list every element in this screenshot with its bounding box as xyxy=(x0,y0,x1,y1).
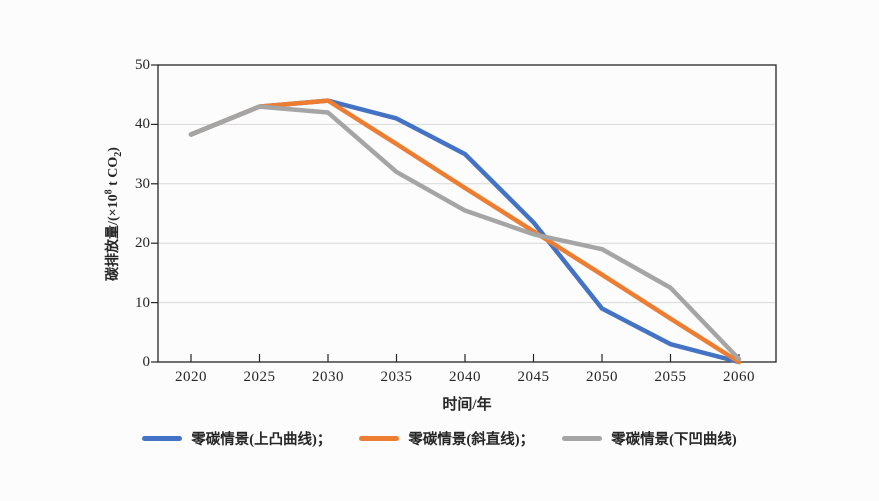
series-line-0 xyxy=(188,98,742,365)
series-line-2 xyxy=(188,104,742,362)
legend-label: 零碳情景(上凸曲线)； xyxy=(191,432,332,448)
x-tick-label: 2045 xyxy=(517,369,550,385)
y-tick-label: 0 xyxy=(142,354,151,370)
x-tick-label: 2035 xyxy=(380,369,413,385)
y-tick-label: 40 xyxy=(135,116,150,133)
y-axis-label-text: 碳排放量/(×10 xyxy=(106,194,122,281)
y-axis-label: 碳排放量/(×108 t CO2) xyxy=(102,147,124,281)
legend: 零碳情景(上凸曲线)； 零碳情景(斜直线)； 零碳情景(下凹曲线) xyxy=(0,428,879,449)
x-tick-label: 2060 xyxy=(723,369,755,385)
y-axis-label-post: ) xyxy=(106,147,122,152)
y-tick-label: 10 xyxy=(135,294,150,311)
x-tick-label: 2020 xyxy=(175,369,207,385)
series-line-1 xyxy=(188,98,742,365)
x-tick-label: 2030 xyxy=(312,369,344,385)
x-tick-label: 2040 xyxy=(449,369,481,385)
y-axis-label-sub: 2 xyxy=(112,151,124,157)
y-tick-label: 20 xyxy=(135,235,150,252)
plot-border xyxy=(157,64,777,363)
legend-swatch xyxy=(142,436,183,441)
x-tick-label: 2055 xyxy=(654,369,687,385)
legend-swatch xyxy=(562,436,603,441)
legend-item-concave: 零碳情景(下凹曲线) xyxy=(562,428,737,449)
x-tick-label: 2025 xyxy=(243,369,276,385)
legend-swatch xyxy=(359,436,400,441)
legend-item-convex: 零碳情景(上凸曲线)； xyxy=(142,428,331,449)
y-tick-label: 30 xyxy=(135,175,150,192)
legend-label: 零碳情景(下凹曲线) xyxy=(611,432,737,448)
x-tick-label: 2050 xyxy=(586,369,618,385)
legend-label: 零碳情景(斜直线)； xyxy=(408,432,535,448)
legend-item-straight: 零碳情景(斜直线)； xyxy=(359,428,534,449)
y-axis-label-sup: 8 xyxy=(103,189,115,195)
x-axis-label: 时间/年 xyxy=(442,397,492,413)
y-axis-label-mid: t CO xyxy=(106,156,122,190)
y-tick-label: 50 xyxy=(135,57,150,73)
